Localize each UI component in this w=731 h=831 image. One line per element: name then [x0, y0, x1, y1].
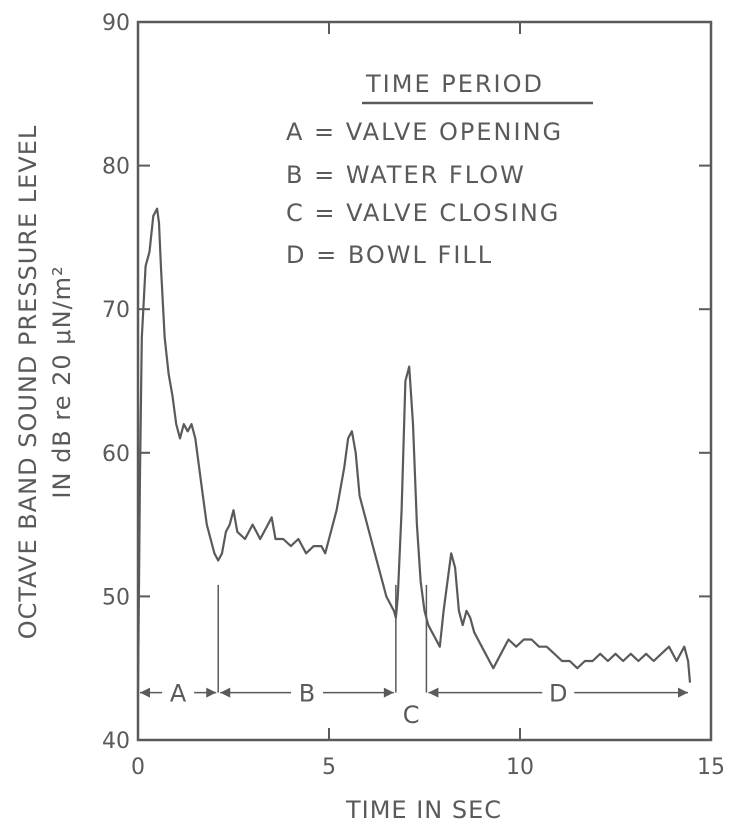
series-group — [136, 207, 692, 697]
series-line — [136, 207, 692, 697]
period-arrow-head — [428, 687, 439, 698]
periods-group: A B C D — [140, 584, 688, 729]
legend-entry-b: B = WATER FLOW — [286, 161, 526, 189]
period-label-c: C — [403, 701, 420, 729]
x-tick-label: 5 — [322, 755, 336, 780]
period-label-d: D — [549, 680, 567, 708]
legend-entry-d: D = BOWL FILL — [286, 241, 493, 269]
x-tick-label: 15 — [697, 755, 725, 780]
y-tick-label: 50 — [102, 585, 130, 610]
plot-frame — [136, 20, 713, 742]
y-axis-title-line1: OCTAVE BAND SOUND PRESSURE LEVEL — [14, 125, 42, 640]
legend-entry-c: C = VALVE CLOSING — [286, 199, 560, 227]
plot-frame-group — [136, 20, 713, 742]
legend-title: TIME PERIOD — [365, 70, 544, 98]
x-tick-label: 10 — [506, 755, 534, 780]
y-axis-title-line2: IN dB re 20 μN/m² — [48, 265, 76, 498]
legend: TIME PERIOD A = VALVE OPENING B = WATER … — [286, 70, 593, 269]
period-label-b: B — [299, 680, 315, 708]
y-tick-label: 90 — [102, 11, 130, 36]
x-axis-title: TIME IN SEC — [345, 796, 502, 824]
legend-entry-a: A = VALVE OPENING — [286, 118, 563, 146]
period-arrow-head — [220, 687, 231, 698]
x-tick-label: 0 — [131, 755, 145, 780]
y-tick-label: 70 — [102, 298, 130, 323]
period-arrow-head — [677, 687, 688, 698]
period-arrow-head — [206, 687, 217, 698]
period-label-a: A — [170, 680, 187, 708]
y-tick-label: 60 — [102, 442, 130, 467]
period-arrow-head — [140, 687, 150, 698]
y-tick-label: 80 — [102, 155, 130, 180]
ticks-group: 0 5 10 15 40 50 60 70 80 90 — [102, 11, 725, 780]
y-tick-label: 40 — [102, 729, 130, 754]
period-arrow-head — [383, 687, 394, 698]
